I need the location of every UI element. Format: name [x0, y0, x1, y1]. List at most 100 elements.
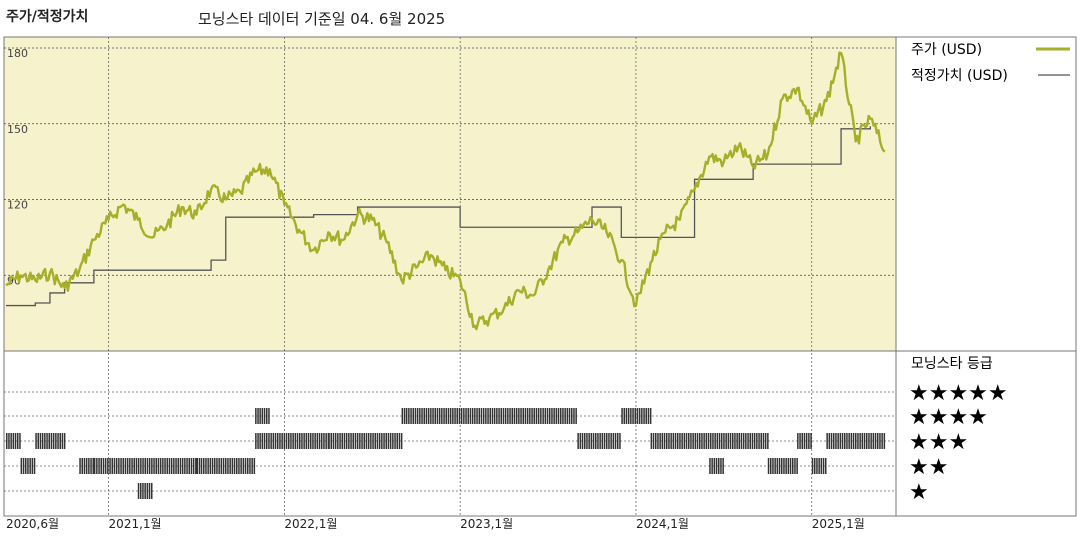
rating-tick [225, 458, 227, 474]
rating-tick [325, 433, 327, 449]
rating-tick [526, 408, 529, 424]
rating-tick [852, 433, 855, 449]
rating-tick [25, 458, 27, 474]
rating-tick [19, 433, 21, 449]
rating-tick [465, 408, 467, 424]
rating-tick [140, 483, 142, 499]
rating-tick [474, 408, 476, 424]
rating-tick [159, 458, 162, 474]
rating-tick [872, 433, 875, 449]
rating-tick [220, 458, 223, 474]
rating-tick [339, 433, 341, 449]
rating-tick [861, 433, 864, 449]
rating-tick [844, 433, 846, 449]
rating-tick [144, 483, 146, 499]
rating-tick [261, 408, 264, 424]
rating-tick [20, 458, 23, 474]
rating-tick [781, 458, 783, 474]
rating-tick [672, 433, 675, 449]
rating-tick [184, 458, 186, 474]
rating-tick [810, 433, 812, 449]
rating-tick [151, 483, 153, 499]
rating-tick [456, 408, 458, 424]
rating-tick [623, 408, 625, 424]
rating-tick [332, 433, 335, 449]
rating-tick [783, 458, 785, 474]
rating-tick [22, 458, 25, 474]
rating-tick [764, 433, 767, 449]
rating-tick [268, 433, 270, 449]
rating-tick [850, 433, 853, 449]
rating-tick [131, 458, 133, 474]
rating-tick [367, 433, 370, 449]
price-series [5, 51, 886, 331]
rating-tick [816, 458, 818, 474]
rating-tick [173, 458, 175, 474]
rating-tick [649, 408, 652, 424]
rating-tick [721, 433, 723, 449]
rating-tick [603, 433, 606, 449]
rating-tick [46, 433, 48, 449]
rating-tick [452, 408, 454, 424]
rating-tick [449, 408, 452, 424]
rating-segment [650, 433, 738, 449]
rating-tick [90, 458, 92, 474]
rating-tick [549, 408, 551, 424]
rating-tick [535, 408, 538, 424]
rating-tick [707, 433, 710, 449]
rating-tick [57, 433, 59, 449]
rating-tick [330, 433, 332, 449]
rating-tick [259, 433, 261, 449]
rating-tick [27, 458, 29, 474]
rating-tick [41, 433, 44, 449]
price-line [5, 51, 886, 331]
rating-tick [522, 408, 524, 424]
rating-tick [151, 458, 153, 474]
x-tick-label: 2025,1월 [812, 517, 865, 531]
rating-tick [760, 433, 762, 449]
rating-tick [238, 458, 240, 474]
rating-tick [729, 433, 732, 449]
rating-tick [398, 433, 401, 449]
rating-tick [714, 433, 716, 449]
rating-tick [259, 408, 261, 424]
rating-tick [198, 458, 201, 474]
rating-tick [222, 458, 225, 474]
rating-tick [126, 458, 129, 474]
rating-tick [568, 408, 571, 424]
rating-tick [242, 458, 245, 474]
rating-tick [356, 433, 359, 449]
rating-tick [524, 408, 527, 424]
rating-tick [659, 433, 661, 449]
rating-tick [279, 433, 281, 449]
rating-tick [272, 433, 275, 449]
rating-tick [803, 433, 806, 449]
rating-tick [111, 458, 113, 474]
rating-tick [166, 458, 168, 474]
rating-tick [312, 433, 314, 449]
rating-tick [544, 408, 547, 424]
rating-tick [683, 433, 686, 449]
rating-tick [606, 433, 608, 449]
rating-tick [557, 408, 560, 424]
rating-tick [592, 433, 595, 449]
rating-tick [400, 433, 403, 449]
rating-tick [179, 458, 182, 474]
rating-tick [434, 408, 436, 424]
x-tick-label: 2021,1월 [109, 517, 162, 531]
rating-tick [663, 433, 666, 449]
rating-tick [599, 433, 601, 449]
rating-tick [805, 433, 808, 449]
rating-tick [412, 408, 414, 424]
chart-title: 주가/적정가치 [6, 9, 89, 25]
rating-tick [767, 458, 770, 474]
rating-tick [645, 408, 647, 424]
rating-tick [240, 458, 242, 474]
rating-tick [511, 408, 513, 424]
rating-tick [266, 433, 268, 449]
rating-tick [55, 433, 57, 449]
rating-tick [566, 408, 569, 424]
rating-tick [837, 433, 839, 449]
rating-tick [92, 458, 94, 474]
rating-tick [35, 433, 37, 449]
